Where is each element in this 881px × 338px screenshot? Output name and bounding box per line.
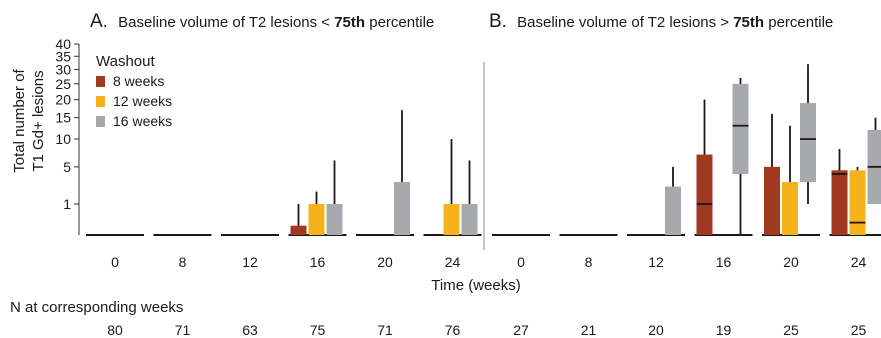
n-value: 80: [107, 322, 123, 338]
x-axis-label: Time (weeks): [431, 277, 520, 294]
panel-b-title-bold: 75th: [733, 14, 764, 31]
panel-a-title-pre: Baseline volume of T2 lesions <: [118, 14, 334, 31]
box: [443, 204, 460, 235]
n-label: N at corresponding weeks: [10, 299, 183, 316]
n-value: 75: [310, 322, 326, 338]
n-value: 63: [242, 322, 258, 338]
y-tick-label: 15: [55, 110, 71, 126]
x-tick-label: 12: [242, 254, 258, 270]
panel-b-title-post: percentile: [764, 14, 833, 31]
x-tick-label: 8: [179, 254, 187, 270]
legend-label: 16 weeks: [113, 113, 172, 129]
n-value: 27: [513, 322, 529, 338]
n-value: 76: [445, 322, 461, 338]
legend-label: 8 weeks: [113, 73, 164, 89]
box: [849, 170, 866, 235]
panel-a-title: A. Baseline volume of T2 lesions < 75th …: [90, 11, 434, 32]
x-tick-label: 0: [111, 254, 119, 270]
legend: Washout 8 weeks 12 weeks 16 weeks: [96, 53, 172, 129]
y-tick-label: 25: [55, 76, 71, 92]
x-tick-label: 20: [783, 254, 799, 270]
n-values: 80 71 63 75 71 76 27 21 20 19 25 25: [107, 322, 866, 338]
x-tick-label: 8: [585, 254, 593, 270]
panel-b-letter: B.: [489, 11, 507, 32]
x-tick-label: 0: [517, 254, 525, 270]
n-value: 25: [783, 322, 799, 338]
legend-title: Washout: [96, 53, 155, 70]
box: [696, 154, 713, 235]
panel-a-letter: A.: [90, 11, 108, 32]
box: [665, 186, 681, 235]
legend-swatch: [96, 76, 105, 87]
x-tick-label: 16: [310, 254, 326, 270]
x-tick-labels: 0 8 12 16 20 24 0 8 12 16 20 24: [111, 254, 866, 270]
n-value: 71: [175, 322, 191, 338]
x-tick-label: 16: [716, 254, 732, 270]
panel-a-title-bold: 75th: [334, 14, 365, 31]
n-value: 19: [716, 322, 732, 338]
box: [800, 103, 816, 183]
y-tick-label: 40: [55, 36, 71, 52]
y-tick-label: 20: [55, 92, 71, 108]
x-tick-label: 12: [648, 254, 664, 270]
n-value: 25: [851, 322, 867, 338]
box: [308, 204, 325, 235]
box: [290, 225, 307, 235]
y-tick-label: 35: [55, 48, 71, 64]
panel-b-title-pre: Baseline volume of T2 lesions >: [517, 14, 733, 31]
box: [782, 182, 798, 235]
box: [326, 204, 343, 235]
y-tick-label: 30: [55, 61, 71, 77]
box: [461, 204, 478, 235]
n-value: 71: [377, 322, 393, 338]
n-value: 20: [648, 322, 664, 338]
y-tick-label: 1: [63, 196, 71, 212]
n-value: 21: [581, 322, 597, 338]
y-axis-label-line2: T1 Gd+ lesions: [30, 70, 47, 171]
legend-swatch: [96, 96, 105, 107]
y-axis-label-line1: Total number of: [11, 68, 28, 172]
box: [831, 170, 848, 235]
x-tick-label: 24: [851, 254, 867, 270]
panel-a-title-post: percentile: [365, 14, 434, 31]
x-tick-label: 24: [445, 254, 461, 270]
panel-b-title: B. Baseline volume of T2 lesions > 75th …: [489, 11, 833, 32]
plot-marks: [86, 64, 881, 236]
legend-swatch: [96, 116, 105, 127]
legend-label: 12 weeks: [113, 93, 172, 109]
box: [764, 166, 780, 235]
x-tick-label: 20: [377, 254, 393, 270]
box: [394, 182, 410, 235]
y-tick-label: 10: [55, 131, 71, 147]
y-tick-label: 5: [63, 159, 71, 175]
box: [732, 83, 749, 174]
